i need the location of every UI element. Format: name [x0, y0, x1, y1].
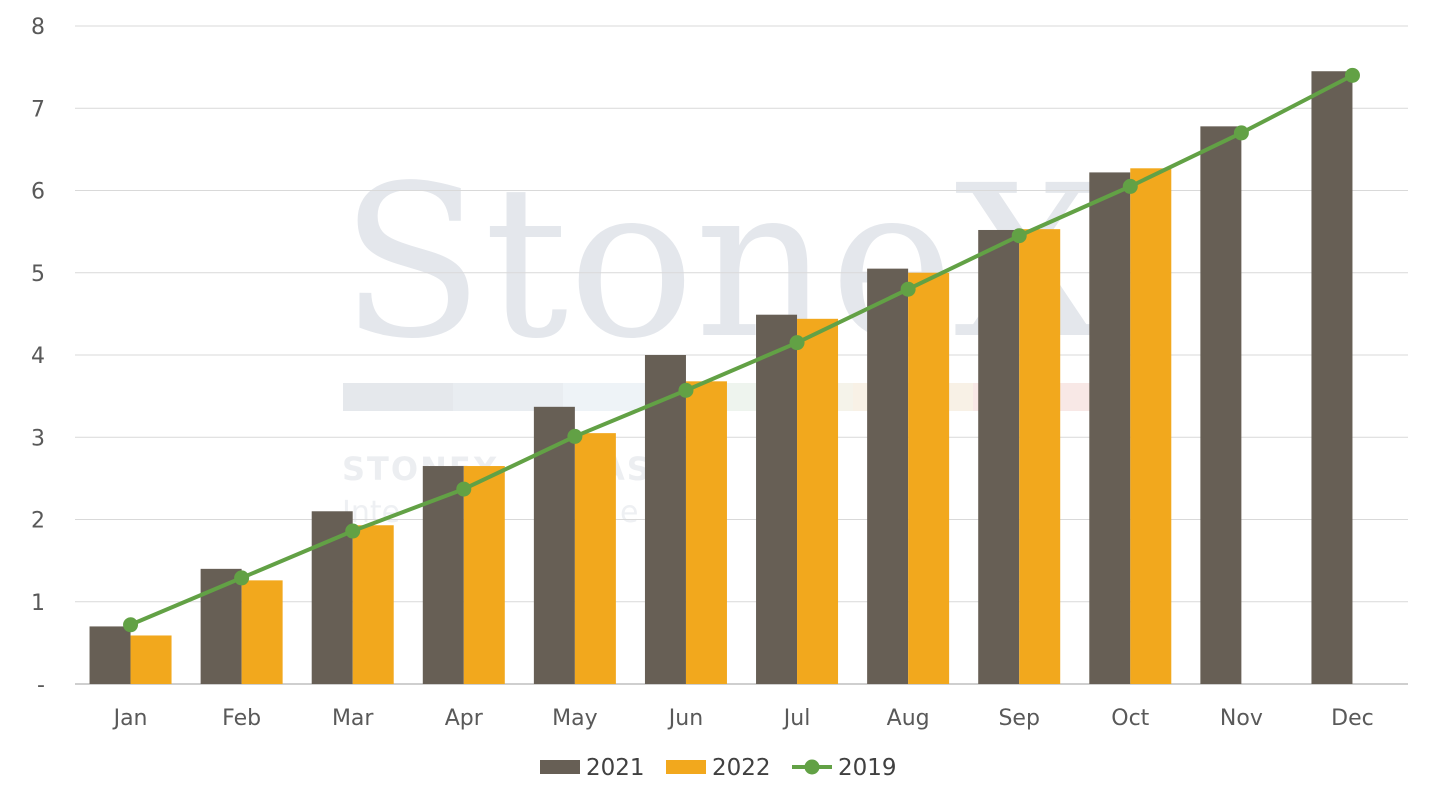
y-axis: - 1 2 3 4 5 6 7 8: [31, 15, 45, 698]
bars: [89, 71, 1353, 685]
point-2019-feb: [234, 570, 250, 586]
bar-2021-aug: [867, 268, 909, 684]
point-2019-jun: [678, 382, 694, 398]
x-tick-label: Aug: [887, 706, 930, 731]
line-2019: [129, 73, 1354, 627]
legend-label-2022: 2022: [712, 755, 771, 781]
bar-2021-jul: [756, 314, 798, 684]
x-tick-label: Jun: [667, 706, 703, 731]
point-2019-nov: [1233, 125, 1249, 141]
point-2019-jan: [123, 617, 139, 633]
watermark-band: [453, 383, 563, 411]
bar-2022-may: [574, 433, 616, 684]
point-2019-dec: [1344, 67, 1360, 83]
y-tick-label: 3: [31, 426, 45, 451]
x-tick-label: May: [552, 706, 597, 731]
x-tick-label: Feb: [222, 706, 261, 731]
bar-2022-oct: [1130, 168, 1172, 685]
y-tick-label: 4: [31, 344, 45, 369]
bar-2022-feb: [241, 580, 283, 684]
point-2019-apr: [456, 481, 472, 497]
y-tick-label: -: [37, 673, 45, 698]
point-2019-jul: [789, 335, 805, 351]
y-tick-label: 8: [31, 15, 45, 40]
x-tick-label: Apr: [445, 706, 484, 731]
bar-2021-dec: [1311, 71, 1353, 685]
point-2019-aug: [900, 281, 916, 297]
x-tick-label: Sep: [998, 706, 1039, 731]
watermark-line4: e: [620, 495, 638, 530]
bar-2022-jul: [797, 318, 839, 684]
bar-2022-aug: [908, 272, 950, 684]
bar-2022-jan: [130, 635, 172, 684]
legend-swatch-2022: [666, 760, 706, 774]
watermark-band: [343, 383, 453, 411]
y-tick-label: 7: [31, 97, 45, 122]
y-tick-label: 1: [31, 591, 45, 616]
watermark-brand: StoneX: [340, 140, 1104, 385]
legend-label-2021: 2021: [586, 755, 645, 781]
x-tick-label: Dec: [1331, 706, 1374, 731]
legend-label-2019: 2019: [838, 755, 897, 781]
bar-2022-jun: [685, 381, 727, 684]
legend-marker-2019: [804, 759, 820, 775]
line-series: [123, 67, 1360, 633]
x-tick-label: Mar: [332, 706, 374, 731]
legend: 2021 2022 2019: [540, 755, 897, 781]
bar-2021-mar: [311, 511, 353, 684]
bar-2021-sep: [978, 229, 1020, 685]
gridlines: [75, 25, 1408, 685]
bar-2022-apr: [463, 466, 505, 684]
bar-2021-oct: [1089, 172, 1131, 684]
point-2019-mar: [345, 523, 361, 539]
y-tick-label: 2: [31, 509, 45, 534]
point-2019-sep: [1011, 228, 1027, 244]
x-tick-label: Oct: [1111, 706, 1149, 731]
point-2019-oct: [1122, 178, 1138, 194]
x-axis: Jan Feb Mar Apr May Jun Jul Aug Sep Oct Nov Dec: [112, 706, 1374, 731]
x-tick-label: Jan: [112, 706, 148, 731]
bar-2021-may: [533, 406, 575, 684]
legend-swatch-2021: [540, 760, 580, 774]
bar-2021-nov: [1200, 126, 1242, 685]
y-tick-label: 6: [31, 180, 45, 205]
bar-2022-mar: [352, 525, 394, 684]
x-tick-label: Nov: [1220, 706, 1263, 731]
bar-2022-sep: [1019, 229, 1061, 684]
y-tick-label: 5: [31, 262, 45, 287]
x-tick-label: Jul: [782, 706, 811, 731]
point-2019-may: [567, 428, 583, 444]
bar-2021-jan: [89, 626, 131, 684]
bar-2021-jun: [644, 355, 686, 684]
